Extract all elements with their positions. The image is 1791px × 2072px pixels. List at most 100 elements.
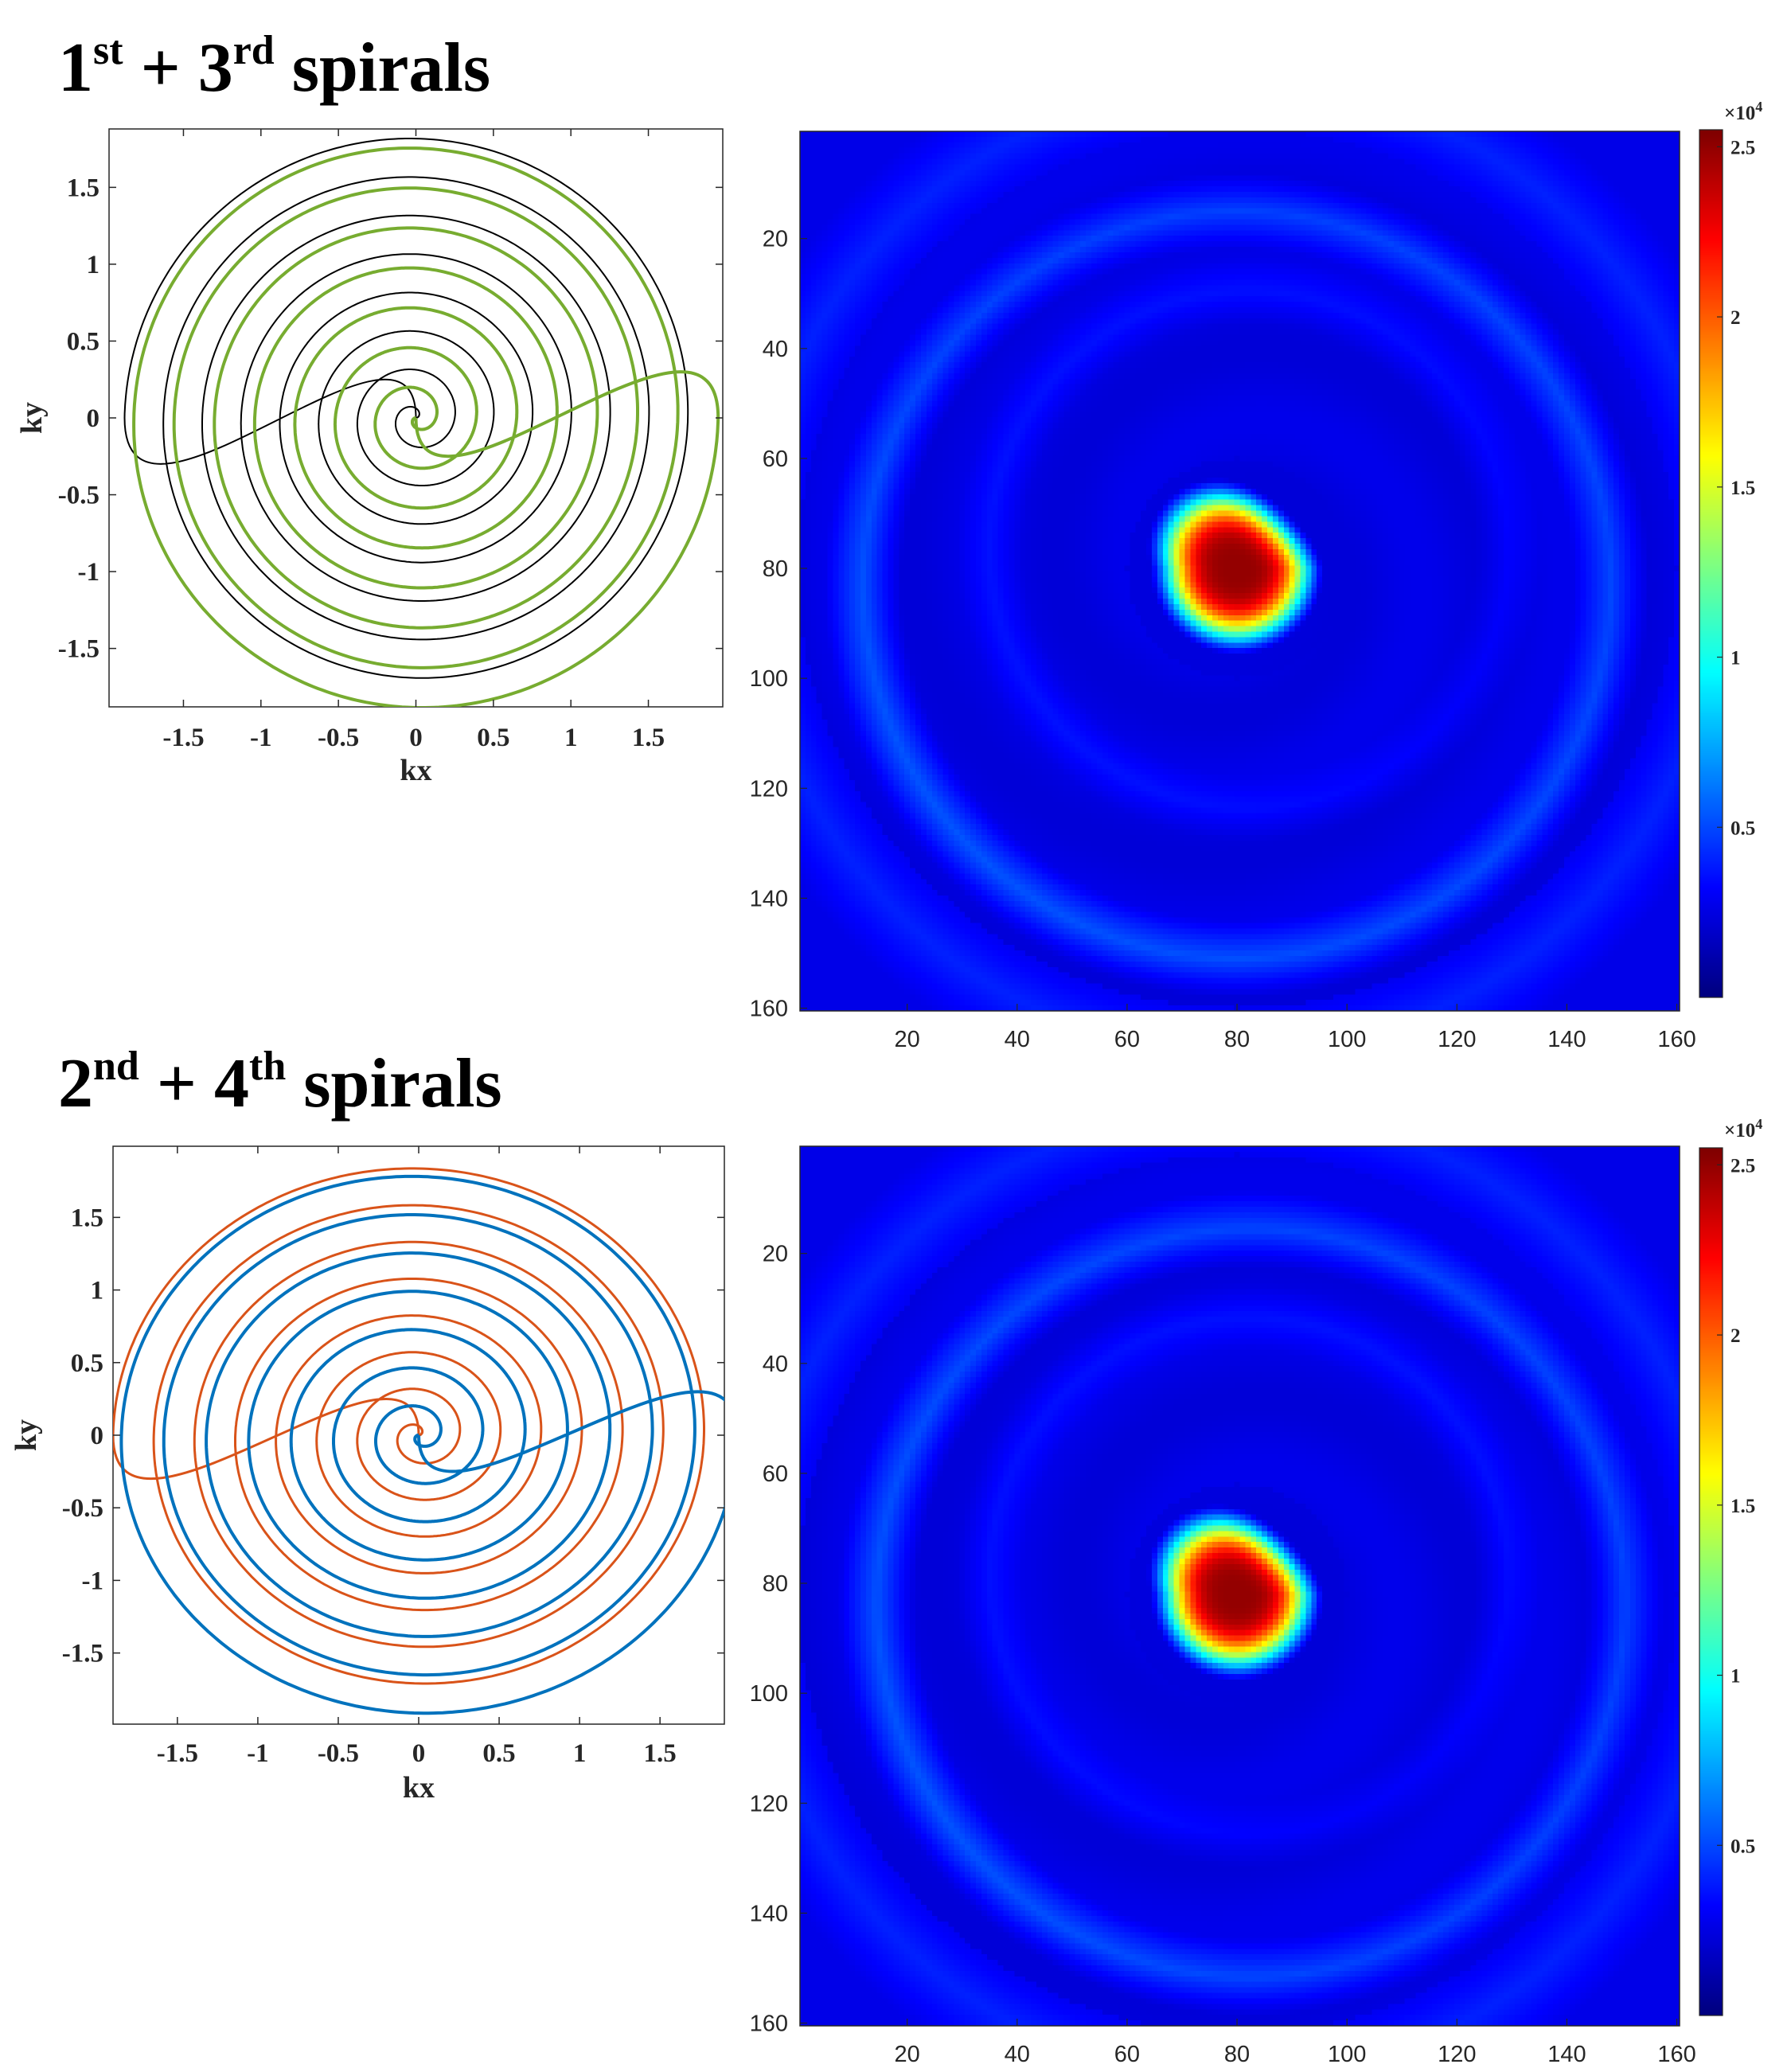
spiral-series-2 <box>132 146 720 707</box>
title-suffix-2: th <box>249 1044 287 1089</box>
spiral-series-1 <box>123 138 689 679</box>
x-tick-label: 0 <box>409 724 423 752</box>
colorbar-tick-label: 1.5 <box>1731 478 1755 499</box>
x-tick-label: 100 <box>1328 1027 1366 1052</box>
title-suffix-1: st <box>93 28 123 73</box>
title-number-2: 4 <box>214 1045 249 1122</box>
x-tick-label: 40 <box>1005 2042 1030 2067</box>
x-tick-label: 140 <box>1547 1027 1586 1052</box>
x-tick-label: 0.5 <box>477 724 509 752</box>
x-tick-label: 100 <box>1328 2042 1366 2067</box>
y-tick-label: 60 <box>763 447 788 472</box>
title-word: spirals <box>286 1045 502 1122</box>
title-suffix-1: nd <box>93 1044 139 1089</box>
y-tick-label: 100 <box>750 1681 788 1707</box>
y-axis-label: ky <box>10 1419 43 1451</box>
heatmap-2 <box>800 1146 1680 2026</box>
x-tick-label: 0.5 <box>482 1739 515 1768</box>
x-tick-label: -1 <box>247 1739 269 1768</box>
x-tick-label: 80 <box>1224 1027 1250 1052</box>
x-axis-label: kx <box>403 1771 435 1805</box>
title-number-1: 2 <box>58 1045 93 1122</box>
y-tick-label: 160 <box>750 997 788 1022</box>
title-plus: + <box>139 1045 214 1122</box>
y-tick-label: 140 <box>750 886 788 911</box>
colorbar-tick-label: 2.5 <box>1731 137 1755 158</box>
x-tick-label: 60 <box>1114 1027 1140 1052</box>
y-tick-label: 1 <box>91 1277 104 1305</box>
x-tick-label: 1 <box>573 1739 587 1768</box>
y-tick-label: 120 <box>750 776 788 802</box>
colorbar-exponent: ×104 <box>1724 1116 1762 1141</box>
x-axis-label: kx <box>400 754 431 787</box>
y-tick-label: 0 <box>87 404 100 433</box>
colorbar-tick-label: 2 <box>1731 307 1741 329</box>
colorbar-1 <box>1699 130 1723 997</box>
title-number-2: 3 <box>197 29 233 107</box>
y-tick-label: 1.5 <box>67 174 100 202</box>
y-tick-label: 140 <box>750 1901 788 1926</box>
y-tick-label: 1 <box>87 251 100 279</box>
x-tick-label: 140 <box>1547 2042 1586 2067</box>
y-tick-label: 0.5 <box>67 327 100 356</box>
x-tick-label: 160 <box>1657 2042 1695 2067</box>
plot-frame <box>112 1145 725 1725</box>
x-tick-label: -0.5 <box>318 724 359 752</box>
x-tick-label: 20 <box>895 1027 920 1052</box>
x-tick-label: 120 <box>1438 2042 1476 2067</box>
colorbar-exponent: ×104 <box>1724 99 1762 124</box>
y-tick-label: 100 <box>750 666 788 692</box>
x-tick-label: 20 <box>895 2042 920 2067</box>
y-tick-label: -1.5 <box>62 1640 103 1668</box>
title-plus: + <box>123 29 198 107</box>
colorbar-tick-label: 0.5 <box>1731 1836 1755 1857</box>
x-tick-label: 160 <box>1657 1027 1695 1052</box>
y-tick-label: -1 <box>82 1567 104 1595</box>
y-axis-label: ky <box>15 402 49 434</box>
y-tick-label: 40 <box>763 1352 788 1377</box>
x-tick-label: 1 <box>564 724 578 752</box>
y-tick-label: 1.5 <box>71 1204 103 1232</box>
colorbar-tick-label: 1 <box>1731 648 1741 669</box>
y-tick-label: 40 <box>763 337 788 362</box>
x-tick-label: -1.5 <box>157 1739 198 1768</box>
y-tick-label: -0.5 <box>62 1494 103 1523</box>
x-tick-label: 80 <box>1224 2042 1250 2067</box>
y-tick-label: 80 <box>763 556 788 582</box>
x-tick-label: 60 <box>1114 2042 1140 2067</box>
title-suffix-2: rd <box>232 28 275 73</box>
y-tick-label: 60 <box>763 1461 788 1487</box>
colorbar-tick-label: 2.5 <box>1731 1155 1755 1176</box>
y-tick-label: 20 <box>763 227 788 252</box>
y-tick-label: 120 <box>750 1791 788 1816</box>
y-tick-label: -1 <box>78 558 100 587</box>
y-tick-label: 20 <box>763 1242 788 1267</box>
title-word: spirals <box>274 29 491 107</box>
spiral-series-2 <box>119 1174 724 1715</box>
colorbar-tick-label: 1 <box>1731 1666 1741 1688</box>
heatmap-1 <box>800 131 1680 1011</box>
x-tick-label: -1.5 <box>162 724 204 752</box>
x-tick-label: -0.5 <box>318 1739 359 1768</box>
y-tick-label: 0.5 <box>71 1349 103 1378</box>
x-tick-label: 0 <box>412 1739 426 1768</box>
y-tick-label: -0.5 <box>58 482 100 510</box>
x-tick-label: 40 <box>1005 1027 1030 1052</box>
x-tick-label: 120 <box>1438 1027 1476 1052</box>
plot-frame <box>108 128 724 708</box>
panel-1-title: 1st + 3rd spirals <box>58 30 490 103</box>
x-tick-label: 1.5 <box>632 724 665 752</box>
panel-2-title: 2nd + 4th spirals <box>58 1046 502 1119</box>
y-tick-label: 80 <box>763 1571 788 1597</box>
y-tick-label: 0 <box>91 1422 104 1450</box>
colorbar-tick-label: 0.5 <box>1731 817 1755 839</box>
y-tick-label: 160 <box>750 2012 788 2037</box>
colorbar-tick-label: 1.5 <box>1731 1496 1755 1517</box>
title-number-1: 1 <box>58 29 93 107</box>
x-tick-label: 1.5 <box>644 1739 677 1768</box>
colorbar-2 <box>1699 1148 1723 2015</box>
x-tick-label: -1 <box>250 724 272 752</box>
y-tick-label: -1.5 <box>58 635 100 664</box>
colorbar-tick-label: 2 <box>1731 1325 1741 1347</box>
spiral-series-1 <box>113 1167 705 1685</box>
